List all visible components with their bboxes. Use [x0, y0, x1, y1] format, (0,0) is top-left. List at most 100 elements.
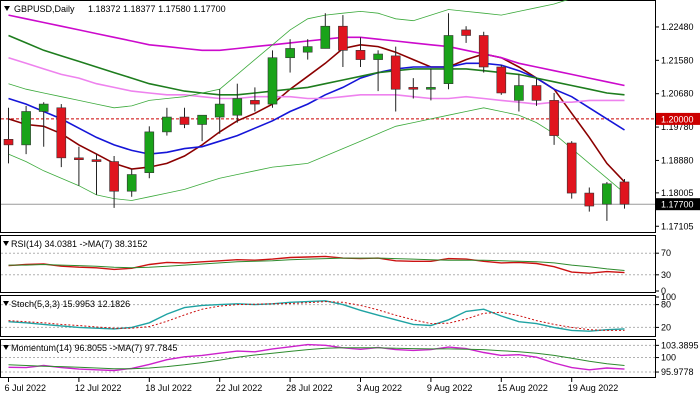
- time-tick-label: 9 Aug 2022: [427, 383, 473, 393]
- candle: [197, 114, 207, 142]
- momentum-title-group: Momentum(14) 96.8055 ->MA(7) 97.7845: [3, 343, 177, 353]
- momentum-main-line: [8, 343, 625, 372]
- price-tick-label: 1.19780: [661, 122, 694, 132]
- candle: [355, 37, 366, 67]
- stoch-signal-line: [8, 301, 625, 331]
- candle: [109, 155, 119, 208]
- stoch-title-group: Stoch(5,3,3) 15.9953 12.1826: [3, 299, 130, 309]
- candle-body: [461, 29, 471, 36]
- current-price-label: 1.17700: [661, 200, 694, 210]
- candle: [619, 178, 630, 209]
- candle-body: [197, 114, 207, 125]
- candle: [549, 92, 559, 145]
- rsi-title-group: RSI(14) 34.0381 ->MA(7) 38.3152: [3, 239, 147, 249]
- candle: [214, 89, 225, 134]
- candle: [338, 15, 348, 67]
- time-tick-label: 15 Aug 2022: [497, 383, 548, 393]
- chevron-down-icon[interactable]: [3, 241, 9, 246]
- momentum-tick-label: 95.9778: [661, 367, 694, 377]
- candle: [584, 187, 595, 212]
- candle: [232, 83, 243, 123]
- candle: [531, 78, 542, 106]
- candle: [373, 50, 383, 92]
- ohlc-label: 1.18372 1.18377 1.17580 1.17700: [88, 4, 226, 14]
- candle: [566, 141, 577, 199]
- ma-pink-line: [8, 56, 625, 105]
- candle-body: [408, 87, 419, 90]
- momentum-tick-label: 100: [661, 353, 676, 363]
- ma-blue-line: [8, 62, 625, 155]
- price-tick-label: 1.22480: [661, 22, 694, 32]
- candle: [38, 102, 49, 147]
- candle-body: [478, 35, 489, 68]
- ma-green-line: [8, 34, 625, 96]
- price-tick-label: 1.17105: [661, 221, 694, 231]
- candle-body: [144, 131, 155, 173]
- stoch-main-line: [8, 300, 625, 332]
- time-tick-label: 22 Jul 2022: [216, 383, 263, 393]
- level-line-layer: [1, 118, 655, 205]
- candle: [3, 107, 14, 164]
- candle-body: [584, 192, 595, 207]
- momentum-signal-line: [8, 347, 625, 370]
- momentum-panel: 103.3895 100 95.9778: [1, 340, 699, 377]
- candle-body: [302, 46, 313, 53]
- candle: [179, 107, 190, 129]
- rsi-signal-line: [8, 257, 625, 271]
- candle-body: [390, 55, 401, 90]
- rsi-panel-frame: [0, 235, 656, 293]
- candle-body: [602, 183, 612, 205]
- rsi-tick-label: 0: [661, 286, 666, 296]
- price-tick-label: 1.20680: [661, 89, 694, 99]
- rsi-tick-label: 30: [661, 270, 671, 280]
- candle-body: [496, 66, 507, 94]
- time-tick-label: 28 Jul 2022: [286, 383, 333, 393]
- candle-body: [38, 103, 49, 112]
- time-tick-label: 3 Aug 2022: [357, 383, 403, 393]
- stoch-tick-label: 20: [661, 322, 671, 332]
- candle: [162, 107, 172, 136]
- rsi-title: RSI(14) 34.0381 ->MA(7) 38.3152: [11, 239, 147, 249]
- candle-body: [373, 53, 383, 60]
- candle-body: [320, 25, 331, 49]
- time-tick-label: 18 Jul 2022: [145, 383, 192, 393]
- candle: [56, 104, 67, 168]
- time-axis: 6 Jul 2022 12 Jul 2022 18 Jul 2022 22 Jul 2…: [5, 378, 619, 393]
- time-tick-label: 19 Aug 2022: [568, 383, 619, 393]
- candle-body: [619, 181, 630, 205]
- candle-body: [56, 107, 67, 159]
- candle: [408, 78, 419, 99]
- candle: [461, 26, 471, 43]
- candlestick-layer: [3, 13, 630, 221]
- candle-body: [21, 111, 31, 146]
- moving-average-layer: [8, 0, 626, 201]
- candle: [126, 168, 137, 197]
- candle: [74, 146, 84, 186]
- candle-body: [3, 139, 14, 146]
- price-axis: 1.22480 1.21580 1.20680 1.19780 1.18880 1.180…: [655, 22, 700, 231]
- candle-body: [549, 100, 559, 136]
- chevron-down-icon[interactable]: [3, 301, 9, 306]
- candle-body: [109, 161, 119, 192]
- chart-menu-icon[interactable]: [4, 6, 10, 11]
- stoch-title: Stoch(5,3,3) 15.9953 12.1826: [11, 299, 130, 309]
- momentum-tick-label: 103.3895: [661, 340, 699, 350]
- chevron-down-icon[interactable]: [3, 345, 9, 350]
- candle-body: [355, 50, 366, 60]
- time-tick-label: 12 Jul 2022: [75, 383, 122, 393]
- candle: [514, 74, 524, 112]
- candle-body: [179, 116, 190, 125]
- candle-body: [91, 159, 102, 162]
- candle: [426, 68, 436, 101]
- candle-body: [250, 100, 260, 105]
- candle: [267, 50, 278, 108]
- ma-magenta-line: [8, 14, 625, 87]
- candle: [144, 126, 155, 179]
- candle-body: [232, 98, 243, 116]
- level-price-tag: [656, 112, 700, 125]
- candle: [478, 31, 489, 73]
- stoch-tick-label: 80: [661, 300, 671, 310]
